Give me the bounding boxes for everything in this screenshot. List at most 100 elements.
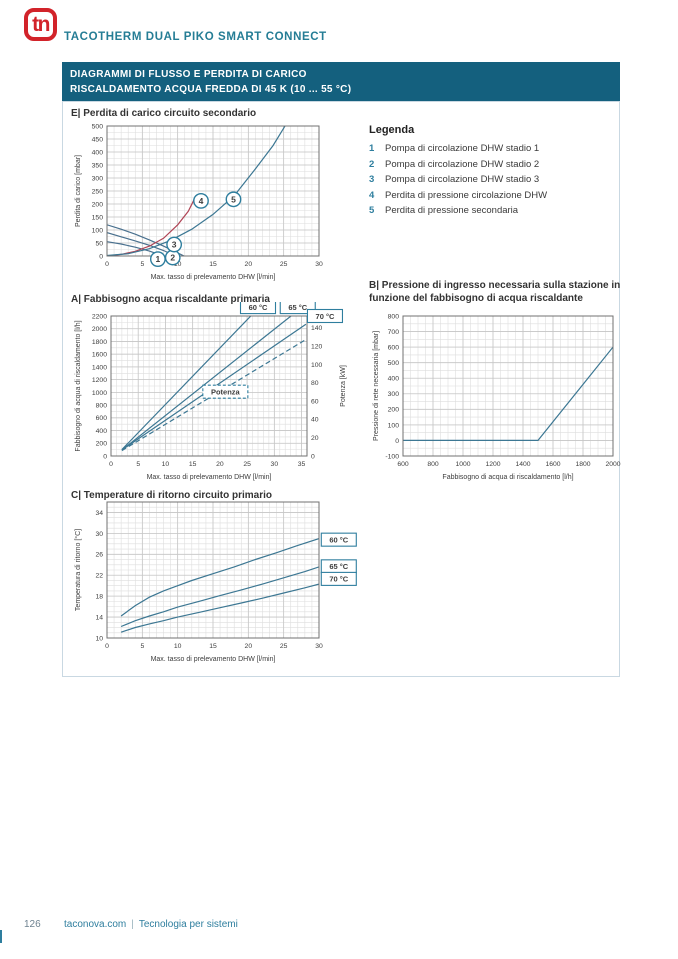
svg-text:25: 25	[280, 261, 288, 268]
svg-text:120: 120	[311, 343, 323, 350]
svg-text:350: 350	[92, 162, 104, 169]
svg-text:500: 500	[388, 360, 400, 367]
footer-text: taconova.com | Tecnologia per sistemi	[64, 919, 238, 930]
svg-text:200: 200	[388, 407, 400, 414]
svg-text:0: 0	[109, 461, 113, 468]
footer-tagline: Tecnologia per sistemi	[138, 919, 238, 930]
svg-text:2000: 2000	[92, 326, 107, 333]
legend-title: Legenda	[369, 124, 415, 136]
svg-text:Potenza: Potenza	[211, 388, 241, 397]
svg-text:26: 26	[95, 552, 103, 559]
svg-text:0: 0	[311, 453, 315, 460]
svg-text:14: 14	[95, 614, 103, 621]
svg-text:25: 25	[280, 643, 288, 650]
svg-text:5: 5	[231, 194, 236, 204]
svg-text:5: 5	[140, 261, 144, 268]
svg-text:10: 10	[95, 635, 103, 642]
legend-item-number: 4	[369, 189, 375, 201]
taconova-logo: tn	[24, 8, 57, 41]
svg-text:30: 30	[95, 531, 103, 538]
legend-item: 3 Pompa di circolazione DHW stadio 3	[369, 172, 619, 188]
svg-text:2200: 2200	[92, 313, 107, 320]
svg-text:1: 1	[156, 254, 161, 264]
logo-text: tn	[32, 12, 50, 36]
svg-text:30: 30	[315, 261, 323, 268]
svg-text:0: 0	[105, 643, 109, 650]
svg-text:34: 34	[95, 510, 103, 517]
svg-text:150: 150	[92, 214, 104, 221]
legend-item: 4 Perdita di pressione circolazione DHW	[369, 188, 619, 204]
svg-text:Pressione di rete necessaria [: Pressione di rete necessaria [mbar]	[373, 331, 380, 441]
footer-website-link[interactable]: taconova.com	[64, 919, 127, 930]
svg-text:1600: 1600	[545, 461, 560, 468]
legend-item: 5 Perdita di pressione secondaria	[369, 203, 619, 219]
svg-text:Potenza [kW]: Potenza [kW]	[340, 365, 347, 407]
legend-item-number: 5	[369, 205, 375, 216]
chart-return-temperatures: 0 5 10 15 20 25 30 10 14 18 22 26 30 34 Max. tasso di …	[71, 494, 381, 678]
svg-text:10: 10	[162, 461, 170, 468]
banner-line-2: RISCALDAMENTO ACQUA FREDDA DI 45 K (10 .…	[70, 84, 352, 95]
chart-required-inlet-pressure: 600 800 1000 1200 1400 1600 1800 2000 -100 0 100 20…	[369, 302, 621, 492]
svg-text:18: 18	[95, 594, 103, 601]
svg-text:1400: 1400	[92, 364, 107, 371]
svg-text:40: 40	[311, 417, 319, 424]
page-number: 126	[24, 919, 41, 930]
legend-item-number: 3	[369, 174, 375, 185]
svg-text:5: 5	[140, 643, 144, 650]
svg-text:10: 10	[174, 643, 182, 650]
svg-text:15: 15	[209, 261, 217, 268]
svg-text:600: 600	[388, 345, 400, 352]
page-title: TACOTHERM DUAL PIKO SMART CONNECT	[64, 31, 327, 43]
svg-text:450: 450	[92, 136, 104, 143]
svg-text:5: 5	[136, 461, 140, 468]
chart-e-title: E| Perdita di carico circuito secondario	[71, 108, 257, 119]
svg-text:1000: 1000	[92, 390, 107, 397]
svg-text:Max. tasso di prelevamento DHW: Max. tasso di prelevamento DHW [l/min]	[147, 474, 272, 481]
svg-text:Temperatura di ritorno [°C]: Temperatura di ritorno [°C]	[74, 529, 82, 611]
svg-text:15: 15	[209, 643, 217, 650]
svg-text:0: 0	[395, 438, 399, 445]
svg-text:20: 20	[216, 461, 224, 468]
svg-text:0: 0	[105, 261, 109, 268]
svg-text:-100: -100	[385, 453, 399, 460]
svg-text:400: 400	[388, 376, 400, 383]
svg-text:60 °C: 60 °C	[329, 535, 348, 544]
svg-text:50: 50	[95, 240, 103, 247]
svg-text:800: 800	[388, 313, 400, 320]
svg-text:100: 100	[311, 362, 323, 369]
svg-text:1000: 1000	[455, 461, 470, 468]
svg-text:Perdita di carico [mbar]: Perdita di carico [mbar]	[75, 155, 82, 227]
svg-text:20: 20	[311, 435, 319, 442]
svg-text:400: 400	[92, 149, 104, 156]
banner-line-1: DIAGRAMMI DI FLUSSO E PERDITA DI CARICO	[70, 69, 307, 80]
svg-text:300: 300	[388, 391, 400, 398]
svg-text:800: 800	[96, 402, 108, 409]
svg-text:1400: 1400	[515, 461, 530, 468]
svg-text:3: 3	[172, 240, 177, 250]
svg-text:30: 30	[315, 643, 323, 650]
legend-item-label: Pompa di circolazione DHW stadio 3	[385, 174, 540, 185]
svg-text:Fabbisogno di acqua di riscald: Fabbisogno di acqua di riscaldamento [l/…	[442, 474, 573, 481]
section-banner: DIAGRAMMI DI FLUSSO E PERDITA DI CARICO …	[62, 62, 620, 101]
svg-text:0: 0	[103, 453, 107, 460]
footer-separator: |	[131, 919, 134, 930]
legend-item: 1 Pompa di circolazione DHW stadio 1	[369, 141, 619, 157]
svg-text:22: 22	[95, 573, 103, 580]
svg-text:70 °C: 70 °C	[329, 575, 348, 584]
svg-text:20: 20	[245, 643, 253, 650]
svg-text:Max. tasso di prelevamento DHW: Max. tasso di prelevamento DHW [l/min]	[151, 274, 276, 281]
svg-text:2000: 2000	[605, 461, 620, 468]
svg-text:700: 700	[388, 329, 400, 336]
chart-a-title: A| Fabbisogno acqua riscaldante primaria	[71, 294, 270, 305]
svg-text:65 °C: 65 °C	[329, 562, 348, 571]
svg-text:100: 100	[92, 227, 104, 234]
svg-text:1800: 1800	[92, 339, 107, 346]
svg-text:100: 100	[388, 422, 400, 429]
chart-b-title: B| Pressione di ingresso necessaria sull…	[369, 280, 621, 304]
svg-text:80: 80	[311, 380, 319, 387]
legend-item-label: Pompa di circolazione DHW stadio 1	[385, 143, 540, 154]
svg-text:1600: 1600	[92, 352, 107, 359]
svg-text:250: 250	[92, 188, 104, 195]
svg-text:600: 600	[96, 415, 108, 422]
